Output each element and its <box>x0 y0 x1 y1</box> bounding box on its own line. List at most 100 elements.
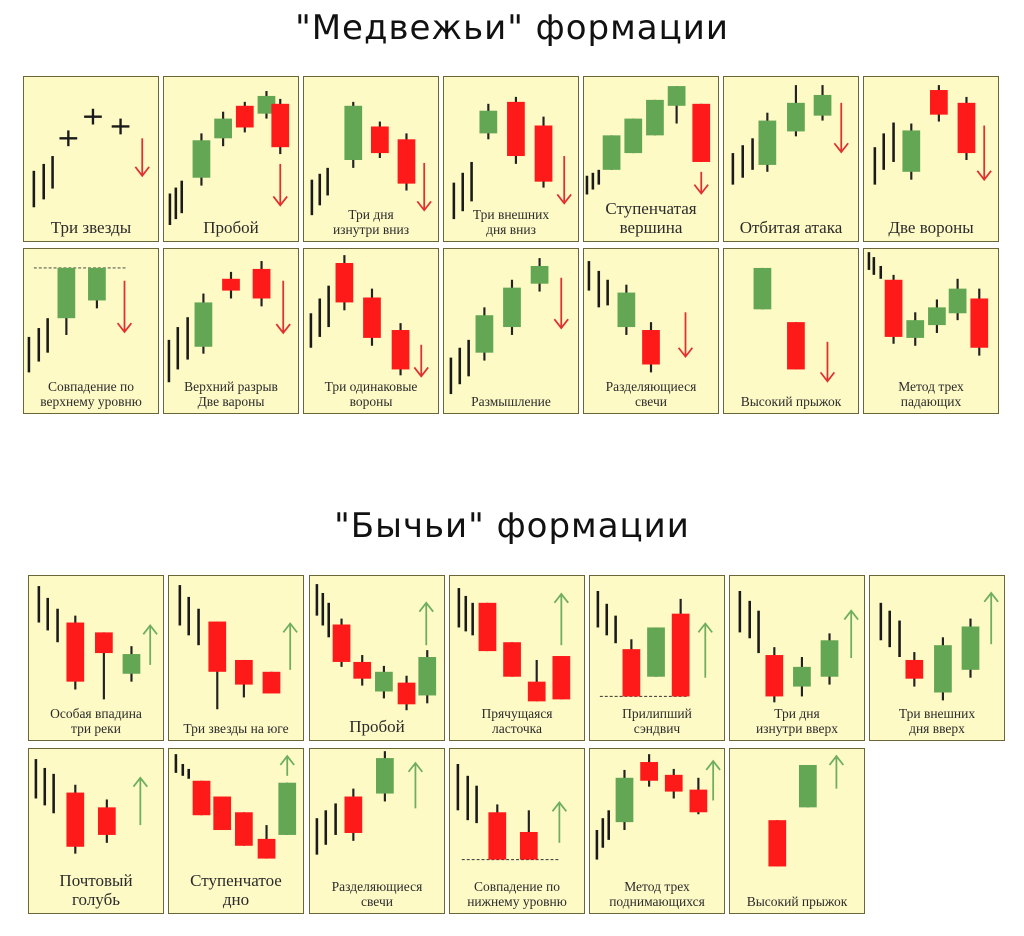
pattern-label: Размышление <box>471 394 551 409</box>
candlestick-diagram <box>457 588 571 702</box>
bearish-candle <box>208 621 227 710</box>
candle-body <box>642 330 660 365</box>
candle-body <box>622 649 641 697</box>
bullish-candle <box>934 637 952 701</box>
bullish-candle <box>948 278 967 321</box>
pattern-label: Разделяющиеся свечи <box>331 879 423 909</box>
pattern-label: Пробой <box>203 218 259 237</box>
candle-body <box>934 645 952 693</box>
candle-body <box>391 330 410 370</box>
pattern-label: Ступенчатое дно <box>190 871 282 909</box>
bearish-pattern-panel: Совпадение по верхнему уровню <box>23 248 159 414</box>
bearish-pattern-panel: Три внешних дня вниз <box>443 76 579 242</box>
up-arrow-icon <box>132 776 148 826</box>
candle-body <box>479 110 498 134</box>
candle-body <box>214 118 232 139</box>
candle-body <box>647 627 665 677</box>
bearish-pattern-panel: Метод трех падающих <box>863 248 999 414</box>
candle-body <box>527 681 546 702</box>
candle-body <box>617 292 636 328</box>
candle-body <box>88 267 106 301</box>
candle-body <box>66 622 85 682</box>
candlestick-diagram <box>309 255 429 378</box>
bearish-candle <box>222 271 240 299</box>
candle-body <box>671 613 690 697</box>
candlestick-diagram <box>879 591 999 701</box>
bearish-candle <box>478 602 497 652</box>
pattern-label: Высокий прыжок <box>746 894 848 909</box>
candle-body <box>640 762 658 781</box>
pattern-label: Две вороны <box>888 218 974 237</box>
bullish-candle <box>88 267 106 309</box>
bullish-candle <box>602 135 621 170</box>
bullish-candle <box>615 769 634 831</box>
bearish-pattern-panel: Три звезды <box>23 76 159 242</box>
bullish-pattern-panel: Высокий прыжок <box>729 748 865 914</box>
candlestick-diagram <box>449 258 569 395</box>
candle-body <box>192 140 211 178</box>
candle-body <box>928 307 946 326</box>
candlestick-diagram <box>867 252 989 356</box>
bullish-candle <box>617 284 636 335</box>
pattern-label: Ступенчатая вершина <box>605 199 697 237</box>
bearish-candle <box>622 639 641 697</box>
candle-body <box>615 777 634 823</box>
candle-body <box>503 642 521 677</box>
bearish-candle <box>488 804 507 860</box>
candle-body <box>902 130 921 172</box>
bullish-candle <box>793 657 811 697</box>
up-arrow-icon <box>282 622 298 670</box>
down-arrow-icon <box>272 163 288 207</box>
up-arrow-icon <box>697 622 713 678</box>
down-arrow-icon <box>833 102 849 154</box>
bullish-candle <box>214 111 232 147</box>
bearish-candle <box>930 85 948 122</box>
up-arrow-icon <box>983 591 999 645</box>
candle-body <box>57 267 76 319</box>
bullish-pattern-panel: Метод трех поднимающихся <box>589 748 725 914</box>
candle-body <box>194 302 213 347</box>
candle-body <box>813 94 832 116</box>
candle-body <box>507 101 525 157</box>
bearish-section-title: "Медвежьи" формации <box>295 8 729 48</box>
candle-body <box>552 656 571 700</box>
bullish-candle <box>647 627 665 677</box>
candlestick-diagram <box>310 101 432 216</box>
candle-body <box>906 320 925 338</box>
down-arrow-icon <box>553 277 569 330</box>
bearish-candle <box>363 288 381 346</box>
down-arrow-icon <box>677 312 694 359</box>
candle-body <box>820 640 839 677</box>
candle-body <box>667 86 686 106</box>
up-arrow-icon <box>553 592 569 646</box>
bearish-candle <box>391 323 410 376</box>
candle-body <box>930 90 948 115</box>
down-arrow-icon <box>556 156 572 205</box>
candle-body <box>97 807 116 835</box>
candle-body <box>798 764 817 808</box>
candle-body <box>787 102 805 132</box>
bearish-candle <box>332 618 351 667</box>
bullish-candle <box>475 307 494 361</box>
bearish-candle <box>235 659 253 698</box>
bullish-candle <box>344 101 363 168</box>
bullish-candle <box>753 267 772 310</box>
candlestick-diagram <box>753 267 836 383</box>
bearish-candle <box>335 255 354 311</box>
bearish-candle <box>765 647 784 703</box>
down-arrow-icon <box>976 125 992 182</box>
candle-body <box>262 671 281 694</box>
bullish-pattern-panel: Ступенчатое дно <box>168 748 304 914</box>
up-arrow-icon <box>407 761 424 809</box>
candle-body <box>335 263 354 303</box>
candlestick-diagram <box>587 261 694 373</box>
up-arrow-icon <box>418 601 434 646</box>
pattern-label: Особая впадина три реки <box>50 706 142 736</box>
down-arrow-icon <box>416 162 432 212</box>
bearish-candle <box>957 96 976 160</box>
bearish-candle <box>235 101 254 133</box>
pattern-label: Разделяющиеся свечи <box>605 379 697 409</box>
bearish-candle <box>397 675 416 711</box>
doji-star <box>111 118 130 135</box>
bearish-candle <box>257 825 276 859</box>
